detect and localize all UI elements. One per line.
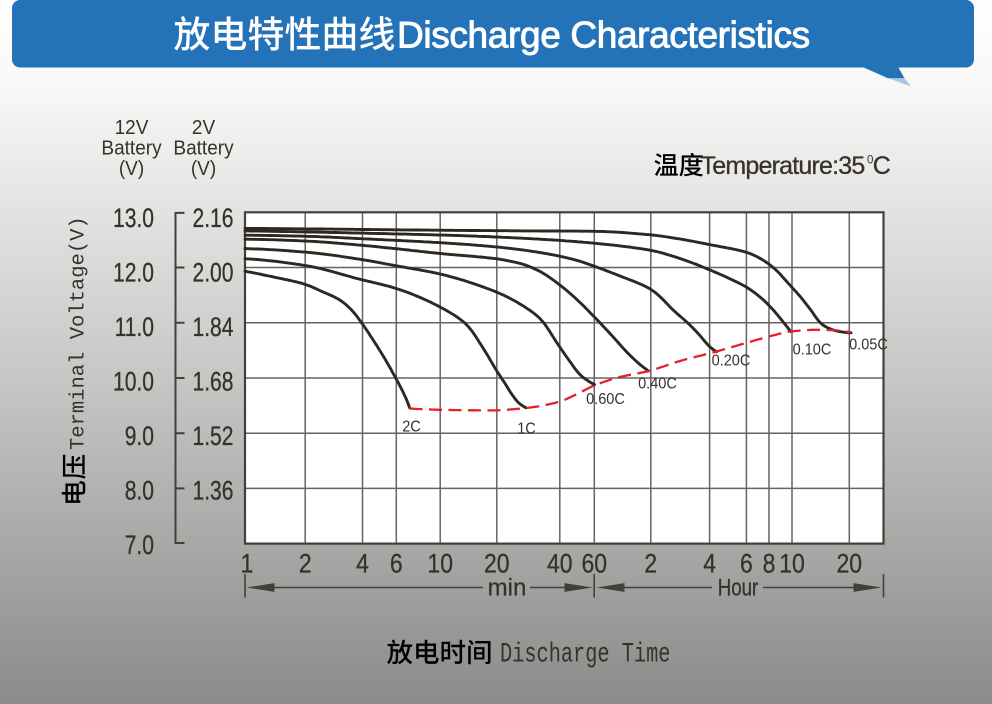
svg-text:C: C — [873, 152, 891, 180]
svg-text:Hour: Hour — [718, 574, 759, 601]
svg-text:60: 60 — [582, 549, 608, 579]
svg-text:20: 20 — [484, 549, 510, 579]
svg-text:2: 2 — [299, 549, 312, 579]
svg-text:20: 20 — [837, 549, 863, 579]
svg-text:8: 8 — [763, 549, 776, 579]
svg-text:13.0: 13.0 — [113, 204, 154, 234]
svg-text:6: 6 — [390, 549, 403, 579]
svg-text:4: 4 — [356, 549, 369, 579]
svg-text:40: 40 — [547, 549, 573, 579]
svg-text:1C: 1C — [517, 420, 536, 438]
svg-text:4: 4 — [703, 549, 716, 579]
svg-text:Temperature:35: Temperature:35 — [701, 152, 865, 180]
svg-text:0.60C: 0.60C — [586, 390, 625, 408]
svg-text:2V: 2V — [192, 117, 215, 140]
svg-text:1.52: 1.52 — [193, 422, 234, 452]
svg-text:Discharge Time: Discharge Time — [500, 640, 670, 671]
svg-text:1.68: 1.68 — [193, 367, 234, 397]
svg-text:12V: 12V — [115, 117, 149, 140]
svg-text:0.40C: 0.40C — [638, 375, 677, 393]
svg-text:(V): (V) — [119, 158, 144, 181]
svg-text:0.05C: 0.05C — [849, 336, 888, 354]
svg-text:9.0: 9.0 — [125, 422, 154, 452]
svg-text:10: 10 — [427, 549, 453, 579]
svg-text:2: 2 — [644, 549, 657, 579]
svg-text:7.0: 7.0 — [125, 530, 154, 560]
svg-text:Battery: Battery — [173, 137, 233, 160]
svg-text:2.00: 2.00 — [193, 258, 234, 288]
svg-text:8.0: 8.0 — [125, 476, 154, 506]
svg-text:6: 6 — [740, 549, 753, 579]
svg-text:1: 1 — [241, 549, 254, 579]
svg-text:0.20C: 0.20C — [712, 352, 751, 370]
svg-text:11.0: 11.0 — [115, 313, 154, 343]
svg-text:2.16: 2.16 — [193, 204, 234, 234]
svg-text:10.0: 10.0 — [113, 367, 154, 397]
svg-text:10: 10 — [779, 549, 805, 579]
svg-text:0: 0 — [867, 155, 873, 167]
svg-text:Discharge Characteristics: Discharge Characteristics — [397, 15, 810, 56]
svg-text:Battery: Battery — [101, 137, 161, 160]
svg-text:1.84: 1.84 — [193, 313, 234, 343]
svg-text:2C: 2C — [402, 418, 421, 436]
svg-text:Terminal Voltage(V): Terminal Voltage(V) — [68, 216, 91, 450]
svg-text:(V): (V) — [191, 158, 216, 181]
svg-text:min: min — [488, 575, 527, 602]
svg-text:1.36: 1.36 — [193, 476, 234, 506]
svg-text:12.0: 12.0 — [113, 258, 154, 288]
svg-text:0.10C: 0.10C — [793, 341, 832, 359]
